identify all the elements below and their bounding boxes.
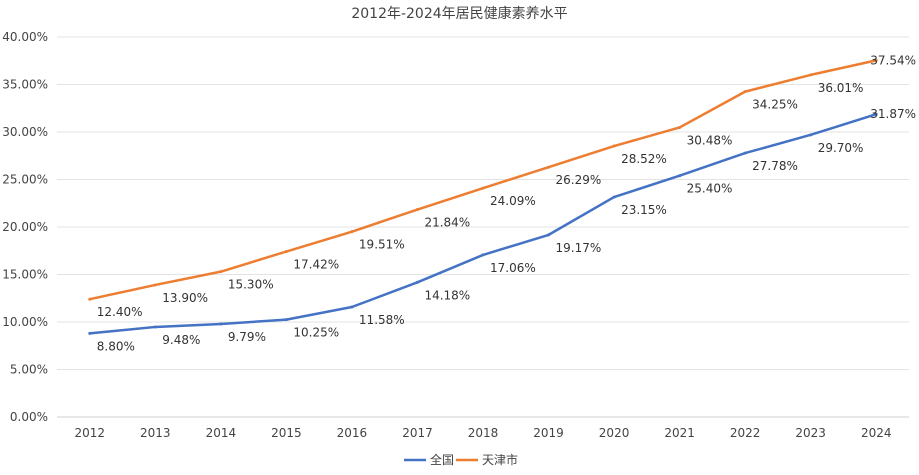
chart-title: 2012年-2024年居民健康素养水平 xyxy=(351,5,567,22)
data-label: 24.09% xyxy=(490,194,536,208)
data-point xyxy=(874,112,878,116)
x-tick-label: 2019 xyxy=(533,426,564,440)
data-point xyxy=(350,305,354,309)
legend-label: 全国 xyxy=(430,452,454,467)
data-point xyxy=(809,133,813,137)
data-point xyxy=(415,208,419,212)
data-label: 14.18% xyxy=(424,288,470,302)
data-label: 12.40% xyxy=(97,305,143,319)
x-tick-label: 2016 xyxy=(337,426,368,440)
data-point xyxy=(481,253,485,257)
data-point xyxy=(612,195,616,199)
x-tick-label: 2012 xyxy=(74,426,105,440)
data-label: 9.48% xyxy=(162,333,200,347)
data-label: 19.51% xyxy=(359,238,405,252)
x-tick-label: 2014 xyxy=(206,426,237,440)
data-point xyxy=(219,270,223,274)
x-tick-label: 2021 xyxy=(664,426,695,440)
data-point xyxy=(809,73,813,77)
data-point xyxy=(415,280,419,284)
y-tick-label: 35.00% xyxy=(2,78,48,92)
y-tick-label: 10.00% xyxy=(2,315,48,329)
y-tick-label: 20.00% xyxy=(2,220,48,234)
data-point xyxy=(743,151,747,155)
data-label: 30.48% xyxy=(687,133,733,147)
data-label: 29.70% xyxy=(818,141,864,155)
data-label: 36.01% xyxy=(818,81,864,95)
data-point xyxy=(219,322,223,326)
x-tick-label: 2020 xyxy=(599,426,630,440)
data-point xyxy=(612,144,616,148)
y-tick-label: 30.00% xyxy=(2,125,48,139)
x-tick-label: 2023 xyxy=(795,426,826,440)
y-tick-label: 15.00% xyxy=(2,268,48,282)
data-label: 21.84% xyxy=(424,216,470,230)
series-layer xyxy=(88,58,878,335)
data-point xyxy=(481,186,485,190)
axis-layer: 0.00% 5.00% 10.00% 15.00% 20.00% 25.00% 30.00%… xyxy=(2,30,891,440)
data-point xyxy=(284,318,288,322)
x-tick-label: 2017 xyxy=(402,426,433,440)
data-point xyxy=(153,325,157,329)
data-label: 25.40% xyxy=(687,182,733,196)
y-tick-label: 5.00% xyxy=(10,363,48,377)
data-label: 23.15% xyxy=(621,203,667,217)
legend: 全国 天津市 xyxy=(404,452,518,467)
data-label: 37.54% xyxy=(870,53,916,67)
legend-label: 天津市 xyxy=(482,452,518,467)
data-label: 26.29% xyxy=(556,173,602,187)
data-point xyxy=(547,165,551,169)
data-point xyxy=(743,90,747,94)
data-label-layer: 8.80% 9.48% 9.79% 10.25% 11.58% 14.18% 17.06% 1… xyxy=(97,53,916,353)
x-tick-label: 2022 xyxy=(730,426,761,440)
data-label: 15.30% xyxy=(228,278,274,292)
data-label: 9.79% xyxy=(228,330,266,344)
data-label: 17.42% xyxy=(293,258,339,272)
x-tick-label: 2013 xyxy=(140,426,171,440)
x-tick-label: 2018 xyxy=(468,426,499,440)
data-label: 34.25% xyxy=(752,98,798,112)
data-point xyxy=(874,58,878,62)
data-point xyxy=(678,174,682,178)
data-label: 31.87% xyxy=(870,107,916,121)
data-label: 11.58% xyxy=(359,313,405,327)
y-tick-label: 40.00% xyxy=(2,30,48,44)
data-label: 27.78% xyxy=(752,159,798,173)
y-tick-label: 0.00% xyxy=(10,410,48,424)
data-point xyxy=(88,297,92,301)
data-point xyxy=(350,230,354,234)
x-tick-label: 2024 xyxy=(861,426,892,440)
grid-layer xyxy=(57,36,909,418)
data-label: 28.52% xyxy=(621,152,667,166)
y-tick-label: 25.00% xyxy=(2,173,48,187)
data-label: 19.17% xyxy=(556,241,602,255)
data-label: 8.80% xyxy=(97,339,135,353)
data-point xyxy=(678,125,682,129)
data-point xyxy=(88,331,92,335)
data-label: 17.06% xyxy=(490,261,536,275)
data-label: 10.25% xyxy=(293,326,339,340)
data-point xyxy=(547,233,551,237)
data-label: 13.90% xyxy=(162,291,208,305)
data-point xyxy=(284,250,288,254)
data-point xyxy=(153,283,157,287)
x-tick-label: 2015 xyxy=(271,426,302,440)
